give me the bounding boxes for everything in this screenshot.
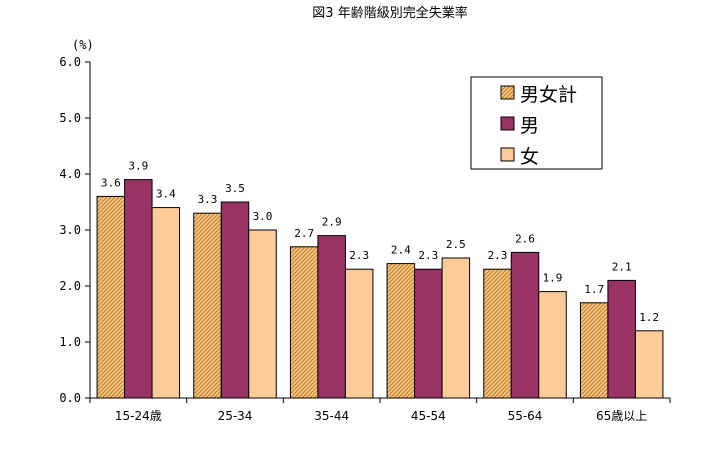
y-tick-label: 6.0: [59, 55, 81, 69]
bar-male: [607, 279, 636, 399]
data-labels: 3.6 3.9 3.4 3.3 3.5 3.0 2.7 2.9 2.3 2.4 2.3 2.5 2.3 2…: [101, 160, 659, 324]
data-label: 2.7: [294, 227, 314, 240]
data-label: 1.2: [639, 311, 659, 324]
data-label: 2.9: [322, 216, 342, 229]
data-label: 3.5: [225, 182, 245, 195]
data-label: 2.6: [515, 232, 535, 245]
chart-title: 図3 年齢階級別完全失業率: [312, 5, 467, 21]
legend: 男女計 男 女: [470, 76, 603, 170]
bar-female: [441, 257, 471, 399]
data-label: 2.1: [612, 260, 632, 273]
bar-female: [344, 268, 374, 399]
bar-total: [193, 212, 222, 399]
y-tick-label: 5.0: [59, 111, 81, 125]
data-label: 1.9: [543, 272, 563, 285]
bar-male: [124, 179, 153, 399]
data-label: 2.3: [349, 249, 369, 262]
y-axis-unit: (%): [72, 38, 94, 52]
legend-swatch-total: [500, 85, 515, 100]
bar-female: [634, 330, 664, 399]
data-label: 3.6: [101, 176, 121, 189]
category-label: 55-64: [508, 409, 543, 423]
legend-label-male: 男: [520, 115, 539, 137]
bar-female: [538, 291, 567, 399]
bar-total: [386, 263, 416, 399]
bar-male: [510, 251, 540, 399]
category-label: 15-24歳: [115, 409, 162, 423]
data-label: 2.3: [418, 249, 438, 262]
data-label: 3.9: [128, 160, 148, 173]
category-label: 35-44: [314, 409, 349, 423]
data-label: 2.3: [488, 249, 508, 262]
bar-male: [317, 235, 346, 399]
legend-label-total: 男女計: [520, 84, 577, 106]
category-label: 65歳以上: [596, 409, 647, 423]
legend-box: [470, 76, 603, 170]
y-axis-ticks: 0.0 1.0 2.0 3.0 4.0 5.0 6.0: [59, 55, 90, 405]
y-tick-label: 2.0: [59, 279, 81, 293]
bar-female: [248, 229, 277, 399]
legend-label-female: 女: [520, 146, 539, 168]
legend-swatch-male: [500, 116, 515, 131]
bar-total: [96, 195, 126, 399]
bar-series: [96, 179, 664, 399]
y-tick-label: 4.0: [59, 167, 81, 181]
category-labels: 15-24歳 25-34 35-44 45-54 55-64 65歳以上: [89, 398, 671, 423]
bar-female: [151, 207, 181, 399]
bar-male: [220, 201, 250, 399]
data-label: 3.0: [253, 210, 273, 223]
y-tick-label: 3.0: [59, 223, 81, 237]
bar-total: [289, 246, 319, 399]
bar-total: [579, 302, 609, 399]
data-label: 1.7: [584, 283, 604, 296]
data-label: 2.5: [446, 238, 466, 251]
bar-total: [483, 268, 512, 399]
category-label: 45-54: [411, 409, 446, 423]
data-label: 2.4: [391, 244, 411, 257]
legend-swatch-female: [500, 147, 515, 162]
y-tick-label: 1.0: [59, 335, 81, 349]
category-label: 25-34: [218, 409, 253, 423]
data-label: 3.4: [156, 188, 176, 201]
data-label: 3.3: [198, 193, 218, 206]
y-tick-label: 0.0: [59, 391, 81, 405]
bar-male: [414, 268, 443, 399]
